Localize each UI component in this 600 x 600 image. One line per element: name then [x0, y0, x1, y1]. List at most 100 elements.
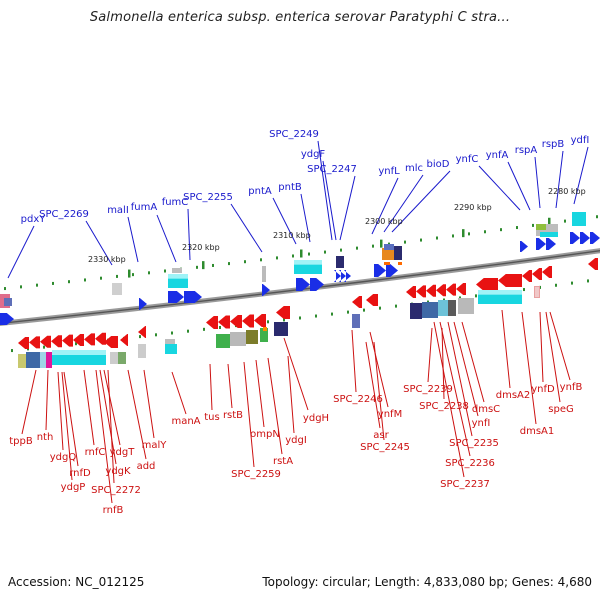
tick-major — [128, 269, 131, 278]
tick-dot-lower — [555, 283, 557, 287]
gene-label-rspA[interactable]: rspA — [515, 145, 538, 156]
leader-line — [427, 327, 433, 383]
tick-dot-upper — [148, 271, 150, 275]
tick-dot-upper — [516, 226, 518, 230]
gene-label-ynfL[interactable]: ynfL — [378, 166, 400, 177]
feature-block — [118, 352, 126, 364]
leader-line — [447, 321, 473, 437]
reverse-arrow — [426, 284, 436, 297]
leader-line — [441, 327, 445, 400]
gene-label-bioD[interactable]: bioD — [427, 159, 450, 170]
gene-label-manA[interactable]: manA — [171, 416, 200, 427]
gene-label-tppB[interactable]: tppB — [9, 436, 33, 447]
tick-dot-lower — [587, 279, 589, 283]
leader-line — [255, 359, 265, 428]
gene-label-ompN[interactable]: ompN — [250, 429, 280, 440]
gene-label-nth[interactable]: nth — [37, 432, 54, 443]
gene-label-asr[interactable]: asr — [373, 430, 389, 441]
gene-label-speG[interactable]: speG — [548, 404, 573, 415]
feature-block — [4, 298, 12, 306]
gene-label-pdxY[interactable]: pdxY — [21, 214, 47, 225]
leader-line — [171, 371, 187, 415]
gene-label-add[interactable]: add — [137, 461, 156, 472]
gene-label-ydgK[interactable]: ydgK — [105, 466, 131, 477]
leader-line — [339, 175, 356, 241]
gene-label-mlc[interactable]: mlc — [405, 163, 423, 174]
leader-line — [272, 197, 297, 245]
gene-label-SPC_2247[interactable]: SPC_2247 — [307, 164, 357, 175]
gene-label-dmsC[interactable]: dmsC — [472, 404, 500, 415]
gene-label-ydgH[interactable]: ydgH — [303, 413, 329, 424]
gene-label-SPC_2239[interactable]: SPC_2239 — [403, 384, 453, 395]
gene-label-ydgP[interactable]: ydgP — [61, 482, 86, 493]
gene-label-rnfB[interactable]: rnfB — [103, 505, 124, 516]
gene-label-SPC_2238[interactable]: SPC_2238 — [419, 401, 469, 412]
tick-major — [300, 249, 303, 258]
tick-dot-upper — [292, 254, 294, 258]
gene-label-SPC_2235[interactable]: SPC_2235 — [449, 438, 499, 449]
gene-label-SPC_2269[interactable]: SPC_2269 — [39, 209, 89, 220]
gene-label-ydgI[interactable]: ydgI — [285, 435, 307, 446]
gene-label-ydgT[interactable]: ydgT — [110, 447, 136, 458]
feature-block — [384, 244, 394, 250]
gene-label-SPC_2237[interactable]: SPC_2237 — [440, 479, 490, 490]
feature-block — [384, 262, 390, 265]
feature-block — [26, 352, 40, 368]
gene-label-fumC[interactable]: fumC — [162, 197, 189, 208]
tick-dot-lower — [347, 310, 349, 314]
leader-line — [539, 311, 544, 383]
tick-dot-upper — [4, 287, 6, 291]
gene-label-ynfI[interactable]: ynfI — [472, 418, 491, 429]
feature-block — [422, 302, 438, 318]
gene-label-ynfM[interactable]: ynfM — [378, 409, 402, 420]
gene-label-ynfD[interactable]: ynfD — [531, 384, 555, 395]
gene-label-SPC_2246[interactable]: SPC_2246 — [333, 394, 383, 405]
accession-text: Accession: NC_012125 — [8, 575, 145, 589]
forward-arrow — [296, 278, 310, 291]
leader-line — [63, 371, 79, 467]
leader-line — [21, 369, 37, 435]
leader-line — [391, 170, 451, 233]
leader-line — [103, 369, 121, 446]
gene-label-rstA[interactable]: rstA — [273, 456, 293, 467]
tick-dot-upper — [500, 228, 502, 232]
gene-label-SPC_2255[interactable]: SPC_2255 — [183, 192, 233, 203]
gene-label-ydgQ[interactable]: ydgQ — [50, 452, 77, 463]
gene-label-SPC_2259[interactable]: SPC_2259 — [231, 469, 281, 480]
gene-label-dmsA2[interactable]: dmsA2 — [496, 390, 531, 401]
gene-label-dmsA1[interactable]: dmsA1 — [520, 426, 555, 437]
leader-line — [127, 216, 139, 263]
gene-label-rspB[interactable]: rspB — [542, 139, 565, 150]
gene-label-ynfB[interactable]: ynfB — [560, 382, 583, 393]
gene-label-rnfD[interactable]: rnfD — [69, 468, 91, 479]
leader-line — [99, 369, 117, 465]
gene-label-ynfA[interactable]: ynfA — [486, 150, 509, 161]
map-title: Salmonella enterica subsp. enterica sero… — [89, 10, 511, 25]
gene-label-SPC_2245[interactable]: SPC_2245 — [360, 442, 410, 453]
reverse-arrow — [218, 315, 230, 329]
gene-label-pntB[interactable]: pntB — [278, 182, 302, 193]
gene-label-ydgF[interactable]: ydgF — [301, 149, 326, 160]
reverse-arrow — [230, 315, 242, 328]
leader-line — [573, 146, 589, 205]
gene-label-malY[interactable]: malY — [142, 440, 168, 451]
cyan-highlight — [478, 290, 522, 295]
gene-label-ynfC[interactable]: ynfC — [456, 154, 479, 165]
gene-label-SPC_2236[interactable]: SPC_2236 — [445, 458, 495, 469]
gene-label-rstB[interactable]: rstB — [223, 410, 243, 421]
gene-label-rnfC[interactable]: rnfC — [85, 447, 106, 458]
leader-line — [322, 160, 337, 241]
feature-blocks — [0, 212, 600, 368]
gene-label-SPC_2249[interactable]: SPC_2249 — [269, 129, 319, 140]
gene-label-fumA[interactable]: fumA — [131, 202, 158, 213]
gene-label-malI[interactable]: malI — [107, 205, 129, 216]
gene-label-SPC_2272[interactable]: SPC_2272 — [91, 485, 141, 496]
gene-label-tus[interactable]: tus — [204, 412, 219, 423]
gene-label-pntA[interactable]: pntA — [248, 186, 272, 197]
leader-line — [61, 371, 73, 481]
reverse-arrow — [522, 270, 532, 282]
reverse-arrow — [416, 285, 426, 298]
gene-label-ydfI[interactable]: ydfI — [571, 135, 590, 146]
